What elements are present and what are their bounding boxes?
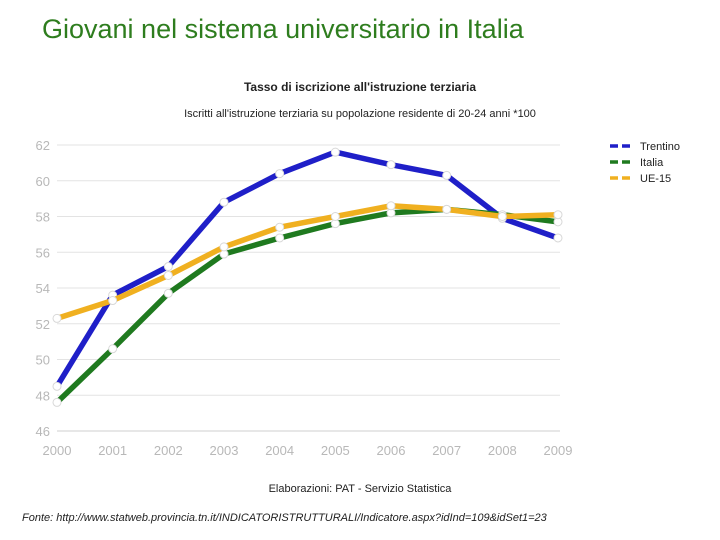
data-point: [163, 270, 173, 280]
x-tick-label: 2004: [265, 443, 294, 458]
series-line: [54, 206, 561, 406]
series-trentino: [52, 147, 563, 391]
x-tick-label: 2000: [43, 443, 72, 458]
data-point: [275, 169, 285, 179]
data-point: [386, 160, 396, 170]
y-tick-label: 60: [36, 174, 50, 189]
data-point: [442, 170, 452, 180]
data-point: [108, 296, 118, 306]
y-tick-label: 46: [36, 424, 50, 439]
y-tick-label: 54: [36, 281, 50, 296]
x-tick-label: 2007: [432, 443, 461, 458]
data-point: [163, 288, 173, 298]
chart-subtitle: Iscritti all'istruzione terziaria su pop…: [184, 108, 536, 120]
data-point: [163, 262, 173, 272]
x-tick-label: 2006: [377, 443, 406, 458]
series-line: [54, 203, 561, 322]
data-point: [275, 233, 285, 243]
y-tick-labels: 46 48 50 52 54 56 58 60 62: [36, 138, 50, 439]
data-point: [553, 210, 563, 220]
legend-item: Italia: [610, 157, 664, 169]
x-tick-label: 2009: [544, 443, 573, 458]
data-point: [330, 212, 340, 221]
series-italia: [52, 204, 563, 407]
y-tick-label: 52: [36, 317, 50, 332]
legend-item: Trentino: [610, 141, 680, 153]
slide-title: Giovani nel sistema universitario in Ita…: [42, 14, 524, 44]
legend-label: Italia: [640, 157, 664, 169]
data-point: [108, 344, 118, 354]
legend-item: UE-15: [610, 173, 671, 185]
x-tick-label: 2008: [488, 443, 517, 458]
x-tick-labels: 2000 2001 2002 2003 2004 2005 2006 2007 2008 2009: [43, 443, 573, 458]
series-line: [54, 149, 561, 390]
data-point: [330, 147, 340, 157]
data-point: [497, 212, 507, 221]
x-tick-label: 2002: [154, 443, 183, 458]
chart-source: Elaborazioni: PAT - Servizio Statistica: [269, 483, 453, 495]
data-point: [52, 313, 62, 323]
x-tick-label: 2001: [98, 443, 127, 458]
y-tick-label: 58: [36, 210, 50, 225]
series-layer: [52, 147, 563, 407]
y-tick-label: 62: [36, 138, 50, 153]
y-tick-label: 50: [36, 353, 50, 368]
data-point: [442, 204, 452, 214]
source-footnote: Fonte: http://www.statweb.provincia.tn.i…: [22, 512, 547, 524]
data-point: [275, 222, 285, 232]
legend: Trentino Italia UE-15: [610, 141, 680, 185]
x-tick-label: 2003: [210, 443, 239, 458]
legend-label: UE-15: [640, 173, 671, 185]
data-point: [219, 197, 229, 207]
data-point: [386, 201, 396, 211]
legend-label: Trentino: [640, 141, 680, 153]
y-tick-label: 56: [36, 245, 50, 260]
y-tick-label: 48: [36, 388, 50, 403]
data-point: [553, 233, 563, 243]
chart-title: Tasso di iscrizione all'istruzione terzi…: [244, 80, 476, 94]
grid-layer: [57, 144, 560, 396]
data-point: [219, 242, 229, 252]
data-point: [52, 381, 62, 391]
data-point: [52, 397, 62, 407]
x-tick-label: 2005: [321, 443, 350, 458]
series-ue-15: [52, 201, 563, 323]
